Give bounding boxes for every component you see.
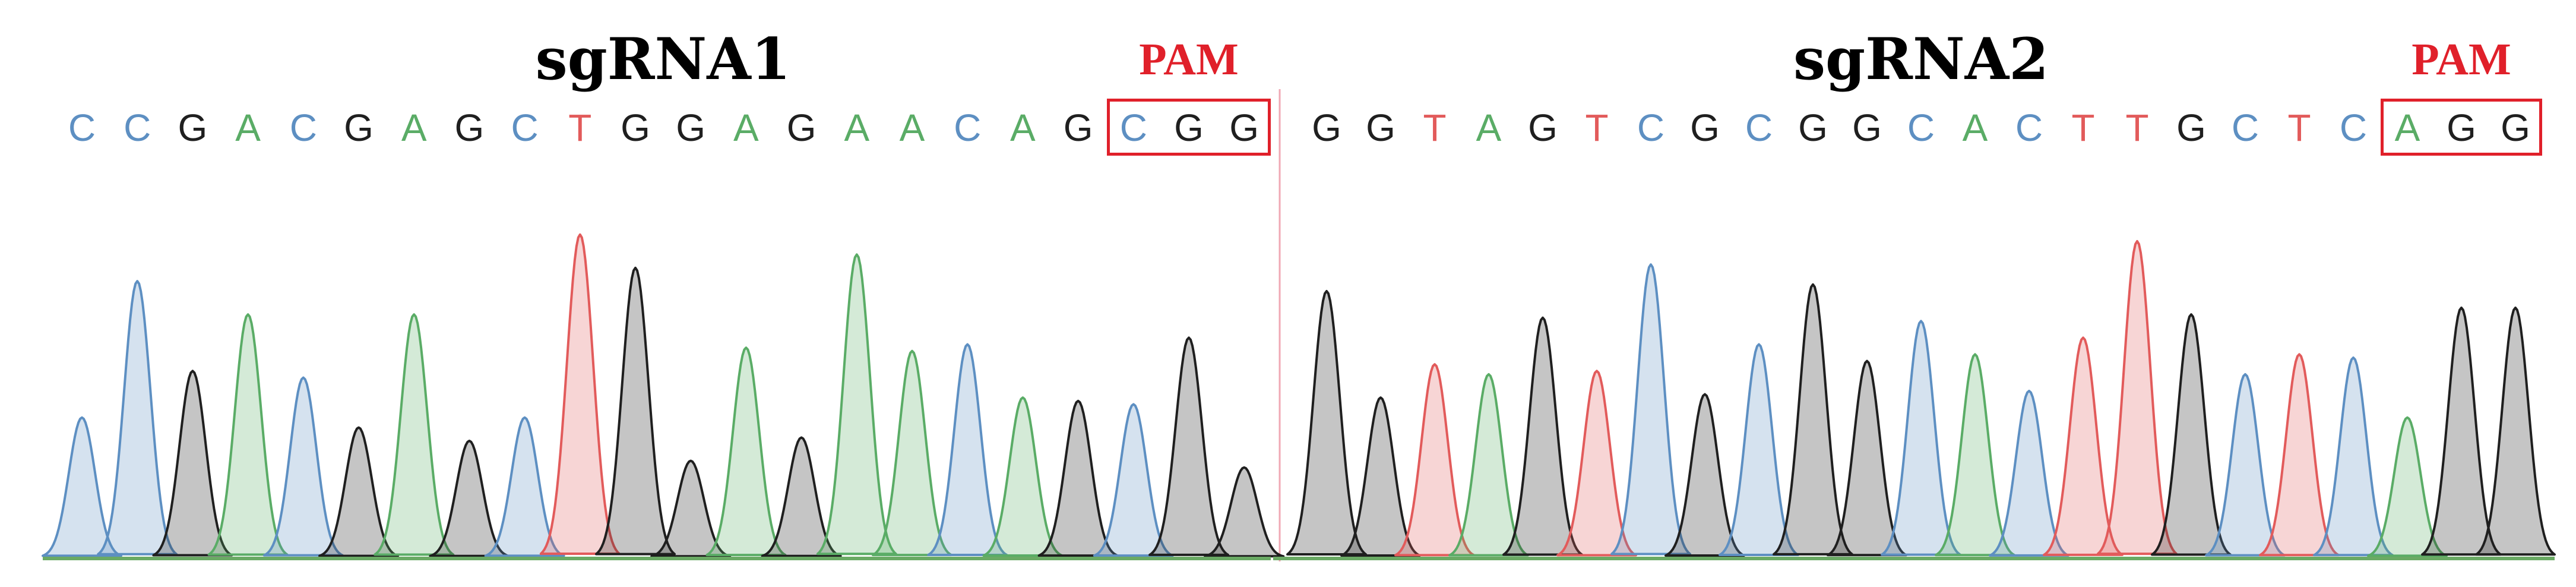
base-call-g: G: [2173, 101, 2209, 154]
base-call-a: A: [396, 101, 432, 154]
base-call-c: C: [507, 101, 543, 154]
base-call-g: G: [175, 101, 210, 154]
peak-g: [1774, 285, 1852, 554]
peak-g: [1150, 337, 1228, 555]
sanger-chromatogram-figure: sgRNA1 sgRNA2 PAM PAM CCGACGAGCTGGAGAACA…: [0, 0, 2576, 587]
base-call-c: C: [2336, 101, 2371, 154]
peak-c: [1882, 321, 1960, 554]
sgrna2-pam-label: PAM: [2381, 33, 2542, 86]
base-call-g: G: [1525, 101, 1561, 154]
sgrna1-pam-label: PAM: [1107, 33, 1271, 86]
peak-a: [707, 348, 785, 555]
base-call-g: G: [673, 101, 708, 154]
peak-g: [596, 268, 675, 554]
peak-t: [541, 235, 619, 554]
base-call-c: C: [2227, 101, 2263, 154]
peak-g: [1039, 401, 1118, 556]
base-call-c: C: [286, 101, 321, 154]
base-call-g: G: [784, 101, 819, 154]
sgrna2-title: sgRNA2: [1773, 24, 2069, 95]
base-call-a: A: [839, 101, 875, 154]
base-call-g: G: [1226, 101, 1262, 154]
peak-c: [98, 281, 176, 554]
peak-c: [1612, 264, 1690, 554]
base-call-c: C: [1741, 101, 1777, 154]
base-call-g: G: [1795, 101, 1831, 154]
base-call-a: A: [2390, 101, 2425, 154]
base-call-g: G: [2444, 101, 2479, 154]
peak-a: [375, 314, 453, 554]
peak-a: [818, 254, 896, 554]
base-call-g: G: [2498, 101, 2533, 154]
peak-g: [1504, 318, 1582, 555]
base-call-t: T: [562, 101, 598, 154]
base-call-a: A: [1957, 101, 1993, 154]
base-call-t: T: [2119, 101, 2155, 154]
base-call-t: T: [1417, 101, 1452, 154]
base-call-c: C: [119, 101, 155, 154]
base-call-t: T: [2281, 101, 2317, 154]
base-call-g: G: [1849, 101, 1885, 154]
base-call-a: A: [1005, 101, 1040, 154]
base-call-a: A: [230, 101, 266, 154]
base-call-g: G: [618, 101, 653, 154]
base-call-c: C: [2011, 101, 2047, 154]
peak-c: [928, 345, 1007, 555]
base-call-g: G: [451, 101, 487, 154]
base-call-c: C: [1633, 101, 1669, 154]
base-call-g: G: [1309, 101, 1344, 154]
peak-t: [2098, 241, 2176, 554]
peak-g: [2422, 308, 2501, 554]
base-call-t: T: [1579, 101, 1615, 154]
base-call-g: G: [1687, 101, 1723, 154]
base-call-c: C: [1116, 101, 1151, 154]
chromatogram-plot: [0, 0, 2576, 587]
peak-g: [1287, 291, 1366, 554]
peak-c: [2314, 358, 2393, 555]
base-call-c: C: [64, 101, 100, 154]
base-call-t: T: [2065, 101, 2101, 154]
sgrna1-title: sgRNA1: [515, 24, 812, 95]
base-call-c: C: [950, 101, 985, 154]
base-call-a: A: [1471, 101, 1507, 154]
peak-g: [2476, 308, 2555, 554]
peak-t: [1395, 364, 1474, 555]
base-call-a: A: [894, 101, 930, 154]
base-call-g: G: [1363, 101, 1398, 154]
base-call-c: C: [1903, 101, 1939, 154]
base-call-g: G: [1061, 101, 1096, 154]
base-call-g: G: [1171, 101, 1207, 154]
peak-t: [2260, 354, 2338, 555]
peak-a: [209, 314, 287, 554]
base-call-g: G: [341, 101, 376, 154]
base-call-a: A: [728, 101, 764, 154]
